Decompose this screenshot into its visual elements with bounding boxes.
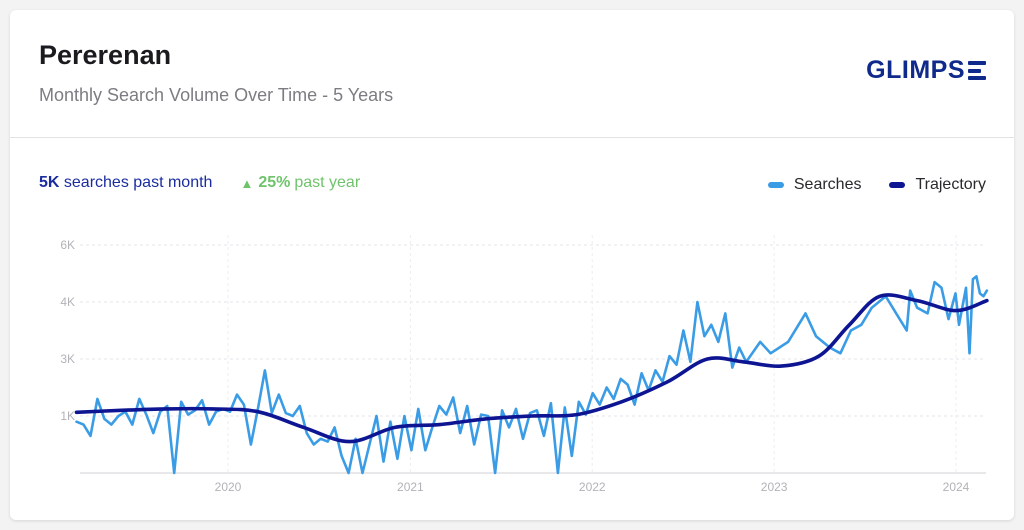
legend-item-trajectory[interactable]: Trajectory bbox=[889, 176, 986, 194]
y-tick-label: 3K bbox=[60, 352, 75, 366]
searches-value: 5K bbox=[39, 174, 60, 191]
growth-stat: ▲ 25% past year bbox=[240, 174, 360, 192]
chart-legend: Searches Trajectory bbox=[740, 176, 986, 194]
y-tick-label: 4K bbox=[60, 295, 75, 309]
searches-line bbox=[75, 275, 989, 475]
y-tick-label: 6K bbox=[60, 238, 75, 252]
page-title: Pererenan bbox=[39, 40, 172, 70]
triangle-up-icon: ▲ bbox=[240, 175, 254, 191]
x-tick-label: 2022 bbox=[579, 480, 606, 494]
y-tick-label: 1K bbox=[60, 409, 75, 423]
x-tick-label: 2023 bbox=[761, 480, 788, 494]
line-chart: 1K 3K 4K 6K 2020 2021 2022 2023 2024 bbox=[60, 235, 989, 494]
x-tick-label: 2024 bbox=[943, 480, 970, 494]
legend-label-searches: Searches bbox=[793, 176, 862, 193]
stats-summary: 5K searches past month ▲ 25% past year bbox=[39, 174, 360, 192]
growth-label: past year bbox=[294, 174, 361, 191]
legend-swatch-trajectory bbox=[889, 182, 906, 188]
legend-item-searches[interactable]: Searches bbox=[767, 176, 862, 194]
trajectory-line bbox=[74, 293, 989, 444]
card-header: Pererenan Monthly Search Volume Over Tim… bbox=[10, 10, 1014, 138]
x-tick-label: 2021 bbox=[397, 480, 424, 494]
searches-label: searches past month bbox=[63, 174, 213, 191]
searches-stat: 5K searches past month bbox=[39, 174, 212, 192]
legend-label-trajectory: Trajectory bbox=[915, 176, 986, 193]
chart-subtitle: Monthly Search Volume Over Time - 5 Year… bbox=[39, 85, 394, 105]
x-tick-label: 2020 bbox=[215, 480, 242, 494]
growth-value: 25% bbox=[258, 174, 291, 191]
legend-swatch-searches bbox=[767, 182, 784, 188]
logo-mark-icon bbox=[968, 61, 986, 80]
logo-text: GLIMPS bbox=[866, 56, 965, 84]
glimpse-logo[interactable]: GLIMPS bbox=[866, 56, 986, 85]
chart-card: Pererenan Monthly Search Volume Over Tim… bbox=[10, 10, 1014, 520]
